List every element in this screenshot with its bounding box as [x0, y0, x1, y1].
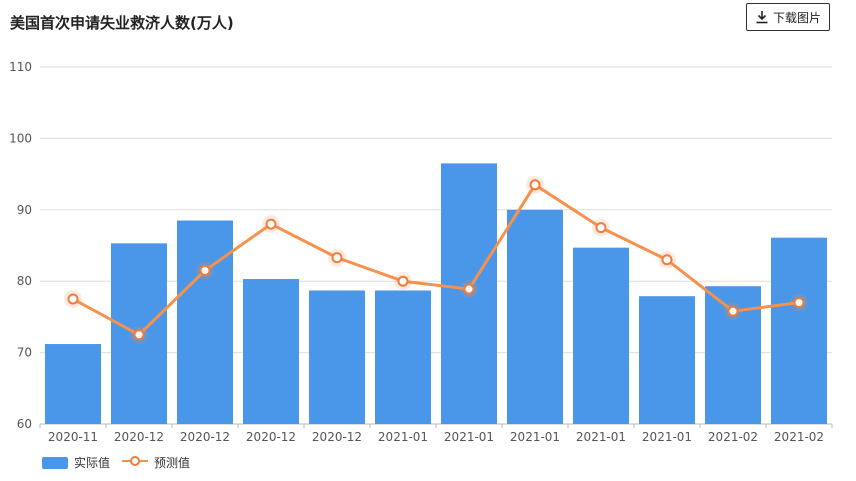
- y-tick-label: 60: [17, 417, 32, 431]
- forecast-line: [72, 183, 800, 337]
- y-tick-label: 100: [9, 131, 32, 145]
- x-tick-label: 2021-01: [642, 430, 692, 444]
- y-tick-label: 90: [17, 203, 32, 217]
- forecast-point: [529, 179, 541, 191]
- forecast-point: [67, 293, 79, 305]
- x-tick-label: 2021-01: [576, 430, 626, 444]
- bar: [375, 290, 431, 424]
- bar: [507, 209, 563, 424]
- legend-item-actual[interactable]: 实际值: [42, 454, 110, 471]
- x-tick-label: 2020-12: [246, 430, 296, 444]
- forecast-point: [595, 222, 607, 234]
- bar: [243, 279, 299, 424]
- forecast-point: [727, 305, 739, 317]
- bar: [639, 296, 695, 424]
- bar: [771, 237, 827, 424]
- x-tick-label: 2021-02: [774, 430, 824, 444]
- forecast-point: [331, 252, 343, 264]
- legend-line-swatch: [122, 455, 149, 470]
- forecast-point: [397, 275, 409, 287]
- x-tick-label: 2020-12: [312, 430, 362, 444]
- y-tick-label: 110: [9, 60, 32, 74]
- x-tick-label: 2021-01: [378, 430, 428, 444]
- forecast-point: [133, 329, 145, 341]
- bar: [45, 344, 101, 424]
- x-tick-label: 2021-01: [510, 430, 560, 444]
- x-tick-label: 2020-12: [180, 430, 230, 444]
- download-label: 下载图片: [772, 10, 821, 25]
- bar: [573, 247, 629, 424]
- legend-label-forecast: 预测值: [154, 456, 191, 470]
- bar: [177, 220, 233, 424]
- y-tick-label: 70: [17, 346, 32, 360]
- x-tick-label: 2020-12: [114, 430, 164, 444]
- download-icon: [755, 10, 769, 24]
- y-tick-label: 80: [17, 274, 32, 288]
- x-tick-label: 2020-11: [48, 430, 98, 444]
- forecast-point: [265, 218, 277, 230]
- forecast-point: [199, 264, 211, 276]
- chart-title: 美国首次申请失业救济人数(万人): [10, 14, 234, 32]
- legend-item-forecast[interactable]: 预测值: [122, 454, 190, 471]
- download-image-button[interactable]: 下载图片: [746, 3, 830, 31]
- forecast-point: [661, 254, 673, 266]
- x-tick-label: 2021-02: [708, 430, 758, 444]
- legend-label-actual: 实际值: [74, 456, 111, 470]
- forecast-point: [463, 283, 475, 295]
- forecast-point: [793, 297, 805, 309]
- x-tick-label: 2021-01: [444, 430, 494, 444]
- bar: [309, 290, 365, 424]
- legend-bar-swatch: [42, 456, 68, 469]
- legend: 实际值 预测值: [42, 454, 190, 471]
